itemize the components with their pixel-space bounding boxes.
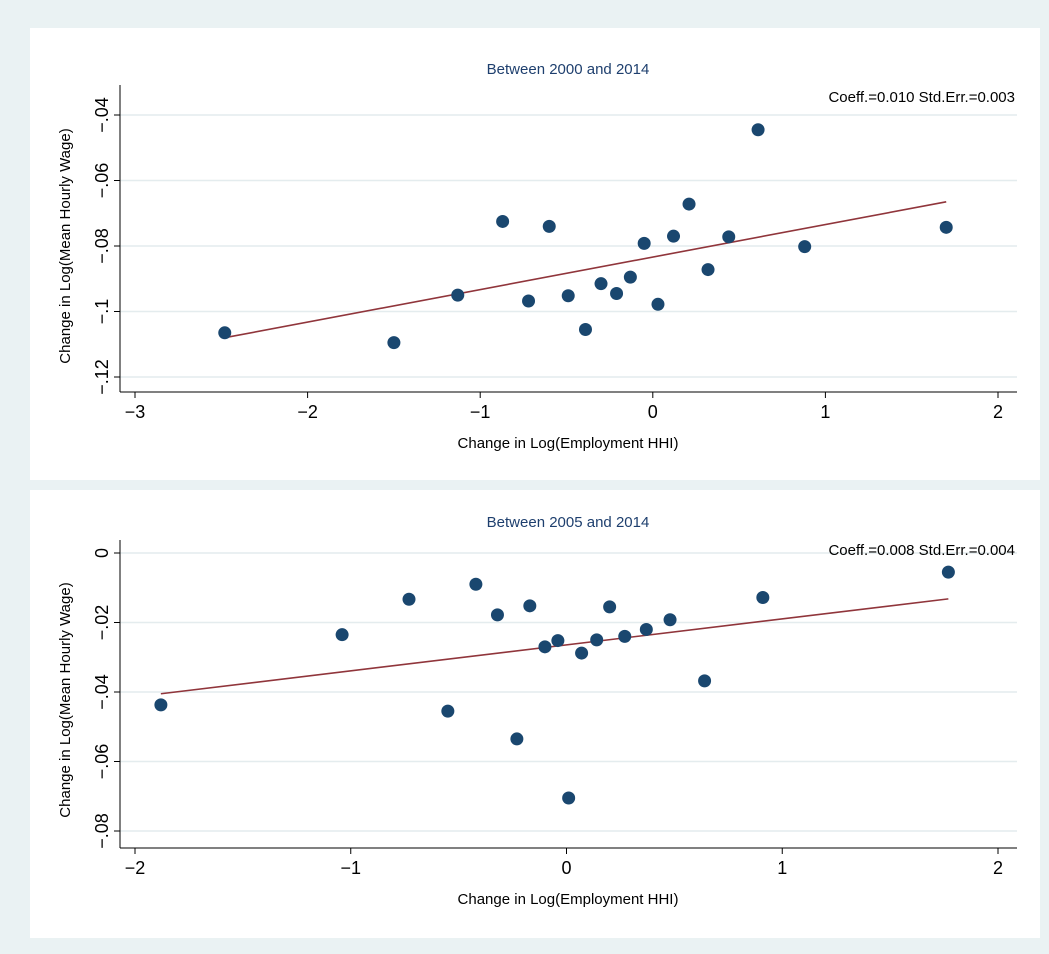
panel-2-background	[30, 490, 1040, 938]
y-tick-label: −.08	[92, 228, 112, 264]
data-point	[510, 732, 524, 746]
data-point	[751, 123, 765, 137]
fit-line	[224, 201, 947, 339]
data-point	[218, 326, 232, 340]
data-point	[798, 240, 812, 254]
data-point	[698, 674, 712, 688]
x-tick-label: −2	[125, 858, 146, 878]
x-tick-label: −1	[340, 858, 361, 878]
data-point	[575, 646, 589, 660]
x-tick-label: −2	[297, 402, 318, 422]
data-point	[542, 219, 556, 233]
data-point	[387, 336, 401, 350]
data-point	[756, 590, 770, 604]
data-point	[538, 640, 552, 654]
data-point	[562, 791, 576, 805]
data-point	[496, 214, 510, 228]
y-tick-label: −.04	[92, 97, 112, 133]
panel-2-x-axis-label: Change in Log(Employment HHI)	[458, 891, 679, 908]
data-point	[663, 613, 677, 627]
data-point	[594, 277, 608, 291]
x-tick-label: −3	[125, 402, 146, 422]
data-point	[451, 288, 465, 302]
data-point	[618, 629, 632, 643]
data-point	[941, 565, 955, 579]
data-point	[154, 698, 168, 712]
panel-2-title: Between 2005 and 2014	[487, 514, 650, 531]
data-point	[590, 633, 604, 647]
data-point	[469, 577, 483, 591]
x-tick-label: 2	[993, 858, 1003, 878]
data-point	[637, 236, 651, 250]
data-point	[682, 197, 696, 211]
x-tick-label: 0	[561, 858, 571, 878]
panel-1-annotation: Coeff.=0.010 Std.Err.=0.003	[828, 89, 1015, 106]
data-point	[523, 599, 537, 613]
data-point	[551, 634, 565, 648]
y-tick-label: −.08	[92, 813, 112, 849]
data-point	[522, 294, 536, 308]
panel-2-y-axis-label: Change in Log(Mean Hourly Wage)	[57, 582, 74, 817]
data-point	[639, 622, 653, 636]
y-tick-label: −.04	[92, 674, 112, 710]
panel-1-background	[30, 28, 1040, 480]
x-tick-label: −1	[470, 402, 491, 422]
data-point	[578, 323, 592, 337]
data-point	[939, 220, 953, 234]
y-tick-label: −.06	[92, 744, 112, 780]
data-point	[402, 592, 416, 606]
y-tick-label: −.1	[92, 299, 112, 325]
panel-2-plot-area: −.08 −.06 −.04 −.02 0 −2 −1 0 1 2	[92, 540, 1017, 878]
fit-line	[160, 598, 949, 695]
data-point	[490, 608, 504, 622]
panel-1-x-axis-label: Change in Log(Employment HHI)	[458, 435, 679, 452]
data-point	[667, 229, 681, 243]
data-point	[441, 704, 455, 718]
y-tick-label: −.12	[92, 359, 112, 395]
x-tick-label: 1	[777, 858, 787, 878]
x-tick-label: 2	[993, 402, 1003, 422]
panel-1-y-axis-label: Change in Log(Mean Hourly Wage)	[57, 128, 74, 363]
data-point	[561, 289, 575, 303]
data-point	[610, 286, 624, 300]
y-tick-label: −.02	[92, 605, 112, 641]
data-point	[722, 230, 736, 244]
y-tick-label: −.06	[92, 163, 112, 199]
panel-1-title: Between 2000 and 2014	[487, 61, 650, 78]
data-point	[335, 628, 349, 642]
data-point	[651, 297, 665, 311]
data-point	[701, 263, 715, 277]
data-point	[623, 270, 637, 284]
y-tick-label: 0	[92, 548, 112, 558]
data-point	[603, 600, 617, 614]
x-tick-label: 0	[648, 402, 658, 422]
panel-2-annotation: Coeff.=0.008 Std.Err.=0.004	[828, 542, 1015, 559]
x-tick-label: 1	[820, 402, 830, 422]
panel-1-plot-area: −.12 −.1 −.08 −.06 −.04 −3 −2 −1 0 1 2	[92, 85, 1017, 422]
